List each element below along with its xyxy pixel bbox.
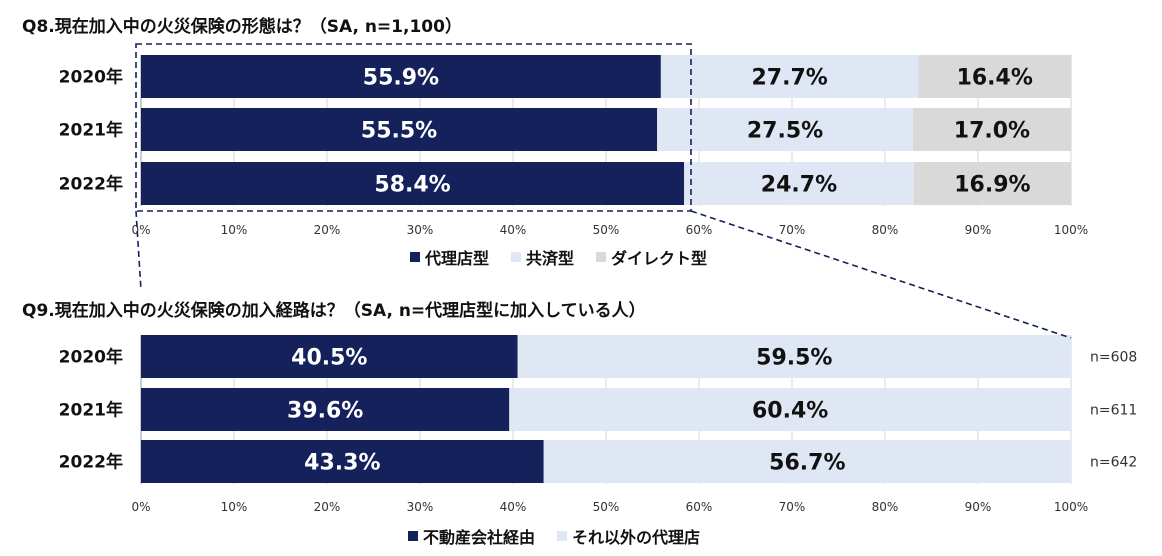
chart1-x-tick-label: 0%	[131, 223, 150, 237]
chart1-bar-ダイレクト型	[918, 55, 1071, 98]
chart1-x-tick-label: 10%	[221, 223, 248, 237]
chart1-data-label: 55.5%	[361, 119, 437, 144]
chart1-bar-代理店型	[141, 55, 661, 98]
chart2-category-label: 2021年	[59, 400, 123, 421]
chart1-bar-ダイレクト型	[912, 108, 1071, 151]
legend-item: それ以外の代理店	[557, 524, 700, 548]
chart1-x-tick-label: 90%	[965, 223, 992, 237]
chart2-x-tick-label: 50%	[593, 500, 620, 514]
legend-label: 代理店型	[425, 249, 490, 268]
chart1-x-tick-label: 60%	[686, 223, 713, 237]
chart2-data-label: 39.6%	[287, 399, 363, 424]
chart2-x-tick-label: 0%	[131, 500, 150, 514]
legend-label: 不動産会社経由	[423, 528, 536, 547]
chart2-x-tick-label: 100%	[1054, 500, 1088, 514]
chart1-data-label: 27.7%	[752, 66, 828, 91]
legend-label: 共済型	[526, 249, 575, 268]
chart1-x-tick-label: 30%	[407, 223, 434, 237]
legend-item: 代理店型	[410, 245, 489, 269]
legend-item: 共済型	[511, 245, 574, 269]
chart2-x-tick-label: 10%	[221, 500, 248, 514]
chart2-n-label: n=608	[1090, 350, 1137, 366]
chart1-category-label: 2021年	[59, 120, 123, 141]
chart2-title: Q9.現在加入中の火災保険の加入経路は？（SA, n=代理店型に加入している人）	[22, 301, 646, 321]
chart2-bar-不動産会社経由	[141, 388, 510, 431]
chart1-data-label: 58.4%	[374, 173, 450, 198]
chart1-category-label: 2022年	[59, 174, 123, 195]
chart1-x-tick-label: 40%	[500, 223, 527, 237]
chart2-bar-それ以外の代理店	[517, 335, 1071, 378]
chart2-x-tick-label: 20%	[314, 500, 341, 514]
chart2-x-tick-label: 40%	[500, 500, 527, 514]
chart1-data-label: 16.9%	[954, 173, 1030, 198]
highlight-box	[135, 43, 692, 212]
chart2-category-label: 2022年	[59, 452, 123, 473]
chart2-x-tick-label: 80%	[872, 500, 899, 514]
chart2-data-label: 60.4%	[752, 399, 828, 424]
chart2-legend: 不動産会社経由 それ以外の代理店	[408, 525, 700, 547]
chart1-bar-代理店型	[141, 108, 658, 151]
chart2-data-label: 40.5%	[291, 346, 367, 371]
chart2-bar-不動産会社経由	[141, 440, 544, 483]
chart1-x-tick-label: 100%	[1054, 223, 1088, 237]
chart1-bar-共済型	[660, 55, 919, 98]
chart1-data-label: 55.9%	[363, 66, 439, 91]
legend-label: ダイレクト型	[611, 249, 708, 268]
legend-swatch	[511, 252, 522, 262]
chart2-data-label: 43.3%	[304, 451, 380, 476]
connector-line-left	[135, 210, 142, 291]
chart2-data-label: 56.7%	[769, 451, 845, 476]
chart1-x-tick-label: 80%	[872, 223, 899, 237]
chart1-bar-共済型	[657, 108, 913, 151]
chart1-x-tick-label: 50%	[593, 223, 620, 237]
chart1-data-label: 17.0%	[954, 119, 1030, 144]
chart1-data-label: 27.5%	[747, 119, 823, 144]
chart1-data-label: 24.7%	[761, 173, 837, 198]
chart1-title: Q8.現在加入中の火災保険の形態は？（SA, n=1,100）	[22, 17, 462, 37]
chart1-bar-代理店型	[141, 162, 685, 205]
chart1-legend: 代理店型 共済型 ダイレクト型	[410, 246, 707, 268]
chart2-data-label: 59.5%	[756, 346, 832, 371]
chart2-x-tick-label: 60%	[686, 500, 713, 514]
chart2-bar-不動産会社経由	[141, 335, 518, 378]
chart2-category-label: 2020年	[59, 347, 123, 368]
connector-line-right	[690, 210, 1072, 339]
legend-swatch	[596, 252, 607, 262]
legend-swatch	[408, 531, 418, 541]
chart1-category-label: 2020年	[59, 67, 123, 88]
legend-label: それ以外の代理店	[572, 528, 701, 547]
chart2-n-label: n=642	[1090, 455, 1137, 471]
chart2-x-tick-label: 30%	[407, 500, 434, 514]
chart1-x-tick-label: 20%	[314, 223, 341, 237]
legend-item: 不動産会社経由	[408, 524, 535, 548]
chart2-x-tick-label: 90%	[965, 500, 992, 514]
chart2-x-tick-label: 70%	[779, 500, 806, 514]
chart2-bar-それ以外の代理店	[543, 440, 1071, 483]
chart1-data-label: 16.4%	[957, 66, 1033, 91]
chart1-bar-共済型	[684, 162, 914, 205]
legend-swatch	[557, 531, 568, 541]
legend-swatch	[410, 252, 420, 262]
chart1-x-tick-label: 70%	[779, 223, 806, 237]
chart2-bar-それ以外の代理店	[509, 388, 1071, 431]
chart1-bar-ダイレクト型	[913, 162, 1071, 205]
legend-item: ダイレクト型	[596, 245, 707, 269]
chart2-n-label: n=611	[1090, 403, 1137, 419]
